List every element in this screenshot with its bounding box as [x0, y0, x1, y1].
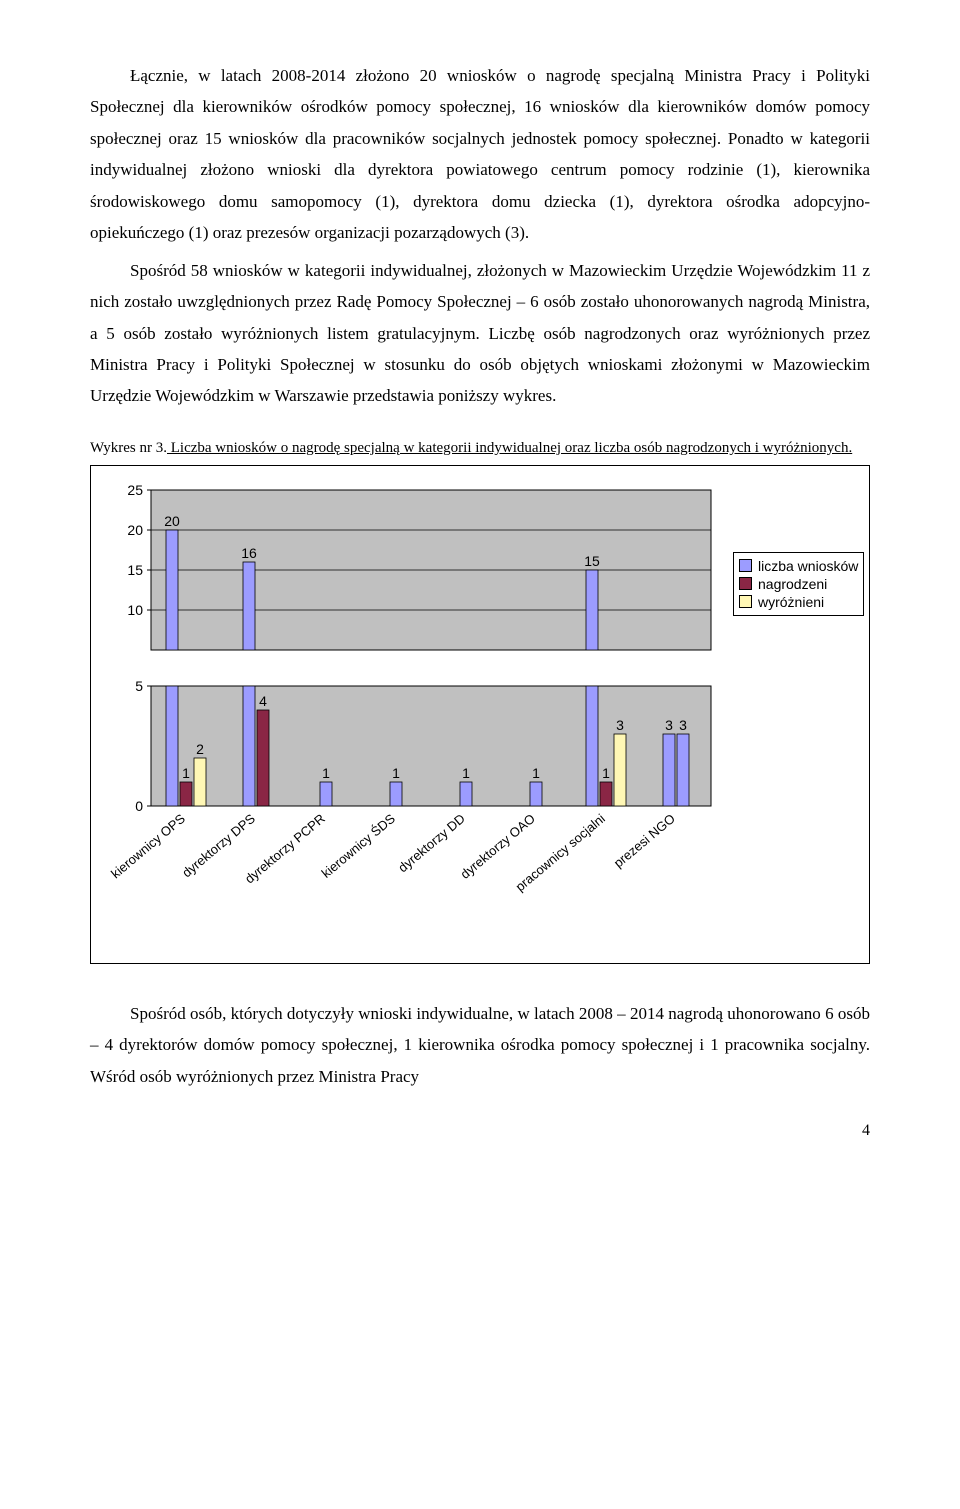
svg-text:10: 10	[127, 602, 143, 618]
svg-text:20: 20	[164, 513, 180, 529]
svg-text:15: 15	[127, 562, 143, 578]
chart-caption-prefix: Wykres nr 3.	[90, 440, 167, 456]
svg-text:1: 1	[182, 765, 190, 781]
svg-text:1: 1	[462, 765, 470, 781]
svg-text:1: 1	[602, 765, 610, 781]
x-axis-label: dyrektorzy DPS	[179, 810, 258, 880]
legend-label: wyróżnieni	[758, 594, 824, 610]
x-axis-label: kierownicy OPS	[108, 810, 188, 881]
svg-text:0: 0	[135, 798, 143, 814]
page-number: 4	[90, 1122, 870, 1140]
svg-text:4: 4	[259, 693, 267, 709]
legend-item: wyróżnieni	[739, 594, 858, 610]
svg-text:3: 3	[665, 717, 673, 733]
chart-legend: liczba wniosków nagrodzeni wyróżnieni	[733, 552, 864, 616]
svg-text:1: 1	[322, 765, 330, 781]
x-axis-label: dyrektorzy DD	[395, 811, 468, 875]
svg-text:25: 25	[127, 482, 143, 498]
x-axis-label: kierownicy ŚDS	[319, 810, 399, 880]
legend-swatch	[739, 595, 752, 608]
body-paragraph-3: Spośród osób, których dotyczyły wnioski …	[90, 998, 870, 1092]
legend-label: nagrodzeni	[758, 576, 827, 592]
chart-caption-text: Liczba wniosków o nagrodę specjalną w ka…	[167, 440, 852, 456]
legend-label: liczba wniosków	[758, 558, 858, 574]
body-paragraph-1: Łącznie, w latach 2008-2014 złożono 20 w…	[90, 60, 870, 249]
legend-item: nagrodzeni	[739, 576, 858, 592]
chart-container: 051015202520121641111151333kierownicy OP…	[90, 465, 870, 964]
svg-text:16: 16	[241, 545, 257, 561]
svg-text:15: 15	[584, 553, 600, 569]
legend-swatch	[739, 577, 752, 590]
svg-text:20: 20	[127, 522, 143, 538]
svg-text:2: 2	[196, 741, 204, 757]
svg-text:1: 1	[532, 765, 540, 781]
body-paragraph-2: Spośród 58 wniosków w kategorii indywidu…	[90, 255, 870, 412]
svg-text:1: 1	[392, 765, 400, 781]
bar-chart: 051015202520121641111151333kierownicy OP…	[105, 480, 725, 936]
legend-swatch	[739, 559, 752, 572]
svg-text:3: 3	[616, 717, 624, 733]
legend-item: liczba wniosków	[739, 558, 858, 574]
x-axis-label: prezesi NGO	[611, 811, 678, 871]
chart-caption: Wykres nr 3. Liczba wniosków o nagrodę s…	[90, 438, 870, 459]
svg-text:3: 3	[679, 717, 687, 733]
svg-text:5: 5	[135, 678, 143, 694]
